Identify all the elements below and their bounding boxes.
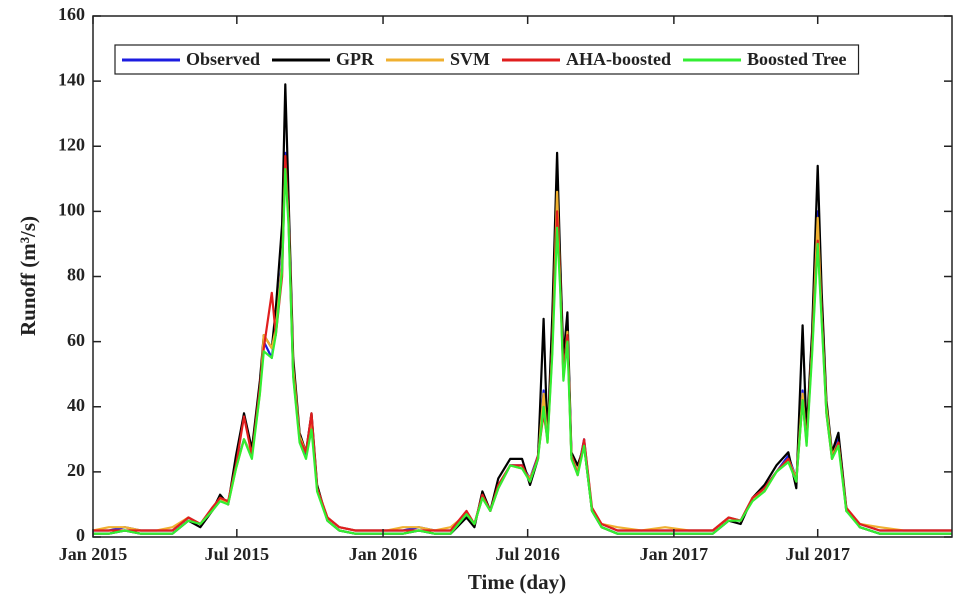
- y-tick-label: 120: [58, 134, 85, 154]
- legend-label: Observed: [186, 49, 260, 69]
- y-tick-label: 160: [58, 4, 85, 24]
- y-tick-label: 40: [67, 395, 85, 415]
- y-tick-label: 0: [76, 525, 85, 545]
- x-tick-label: Jul 2017: [785, 544, 850, 564]
- y-tick-label: 80: [67, 265, 85, 285]
- legend-label: Boosted Tree: [747, 49, 847, 69]
- x-tick-label: Jul 2015: [205, 544, 270, 564]
- y-tick-label: 140: [58, 69, 85, 89]
- x-tick-label: Jan 2015: [59, 544, 128, 564]
- legend: Observed GPR SVM AHA-boosted Boosted Tree: [114, 44, 860, 75]
- x-tick-label: Jan 2016: [349, 544, 418, 564]
- x-tick-label: Jan 2017: [640, 544, 709, 564]
- y-axis-label: Runoff (m³/s): [16, 216, 40, 336]
- series-line: [93, 167, 952, 535]
- legend-label: SVM: [450, 49, 490, 69]
- y-tick-label: 60: [67, 330, 85, 350]
- y-tick-label: 100: [58, 200, 85, 220]
- legend-label: GPR: [336, 49, 375, 69]
- legend-label: AHA-boosted: [566, 49, 671, 69]
- y-tick-label: 20: [67, 460, 85, 480]
- x-tick-label: Jul 2016: [495, 544, 560, 564]
- x-axis-label: Time (day): [468, 570, 566, 594]
